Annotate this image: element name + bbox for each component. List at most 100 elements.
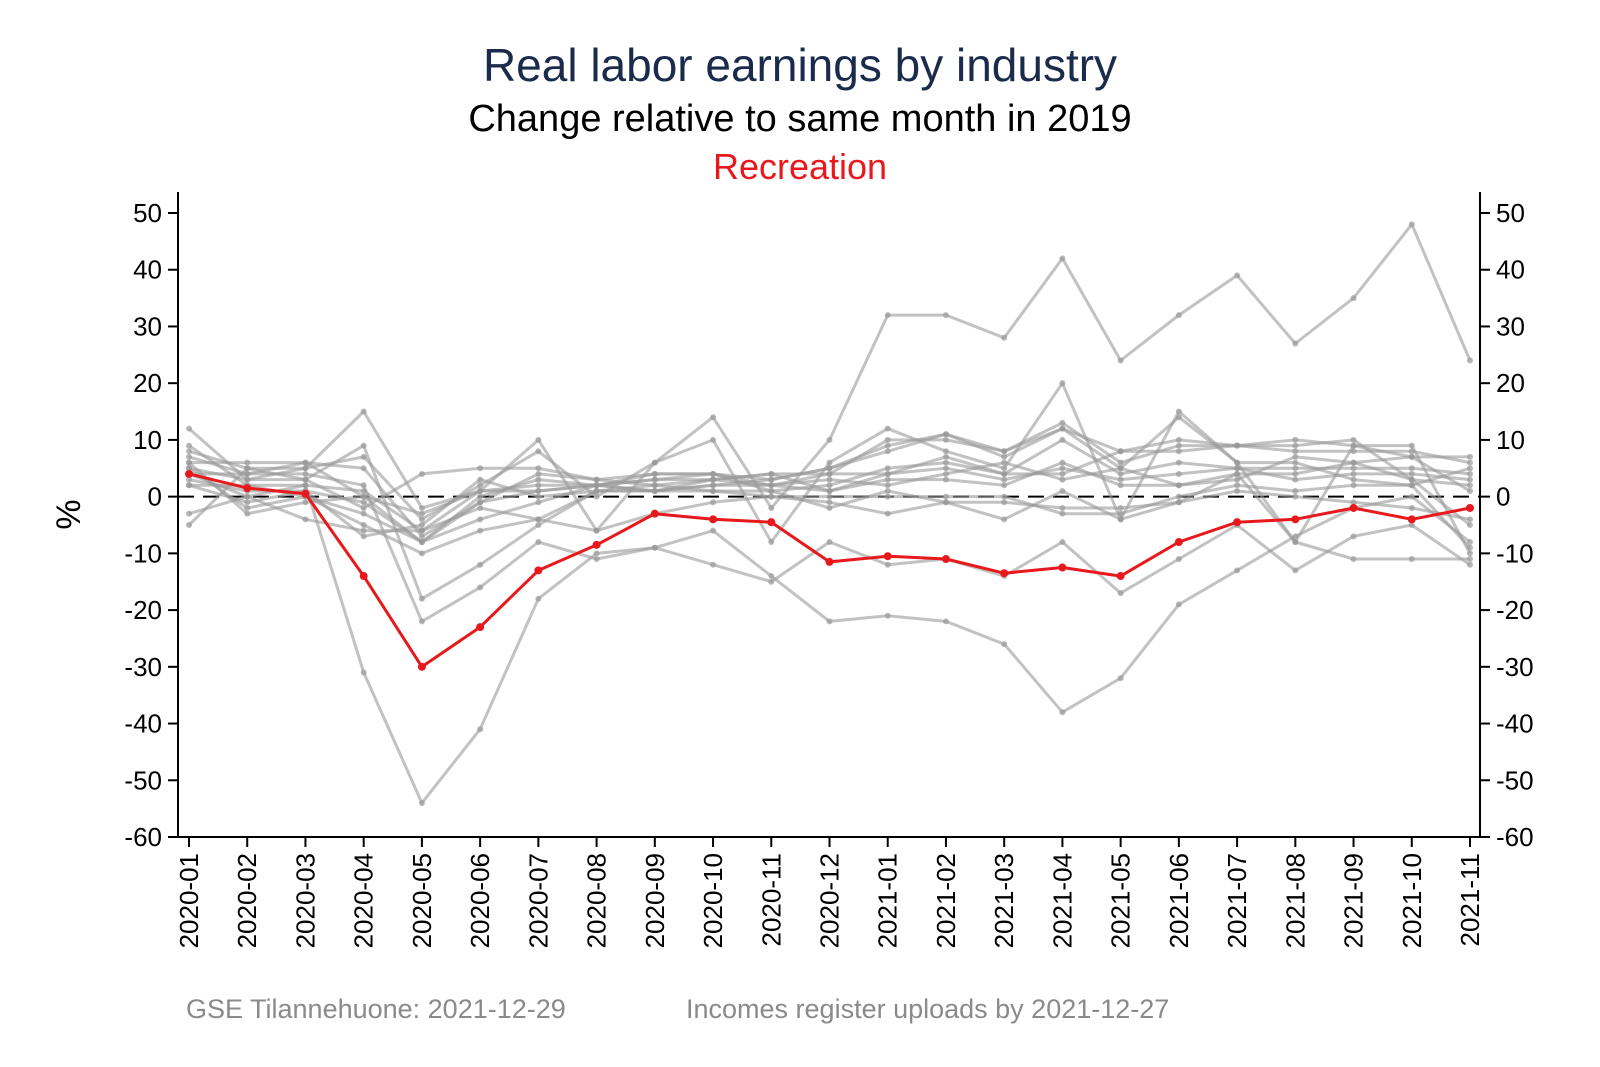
x-tick-label: 2020-11 (756, 853, 786, 947)
background-series (186, 221, 1473, 806)
background-series-point (884, 448, 891, 455)
background-series-point (1467, 544, 1473, 551)
background-series-point (1175, 448, 1182, 455)
background-series-point (768, 482, 775, 489)
background-series-point (593, 527, 600, 534)
background-series-point (1467, 550, 1473, 557)
background-series-point (244, 493, 251, 500)
background-series-point (1175, 499, 1182, 506)
highlight-series-point (359, 572, 368, 581)
x-tick-label: 2021-03 (989, 853, 1019, 948)
chart-title: Real labor earnings by industry (482, 39, 1118, 91)
background-series-point (884, 476, 891, 483)
y-tick-label-right: 40 (1496, 255, 1525, 285)
background-series-point (1408, 221, 1415, 228)
highlight-series-point (1174, 538, 1183, 547)
background-series-point (1408, 476, 1415, 483)
background-series-point (186, 453, 192, 460)
background-series-point (1292, 470, 1299, 477)
background-series-point (477, 726, 484, 733)
background-series-point (884, 470, 891, 477)
x-tick-label: 2021-04 (1047, 853, 1077, 948)
background-series-point (1001, 465, 1008, 472)
background-series-point (942, 493, 949, 500)
background-series-point (1117, 470, 1124, 477)
background-series-point (768, 539, 775, 546)
background-series-point (1234, 459, 1241, 466)
background-series-point (942, 465, 949, 472)
background-series-point (1467, 561, 1473, 568)
background-series-point (1467, 482, 1473, 489)
background-series-point (1059, 419, 1066, 426)
highlight-series-point (1058, 563, 1067, 572)
background-series-point (884, 487, 891, 494)
background-series-point (651, 476, 658, 483)
background-series-point (884, 465, 891, 472)
background-series-point (1117, 448, 1124, 455)
background-series-point (360, 504, 367, 511)
background-series-point (593, 476, 600, 483)
background-series-point (302, 516, 309, 523)
background-series-point (302, 482, 309, 489)
background-series-point (1350, 556, 1357, 563)
background-series-point (1408, 504, 1415, 511)
background-series-point (1408, 442, 1415, 449)
background-series-point (1292, 539, 1299, 546)
background-series-point (360, 510, 367, 517)
background-series-point (1467, 465, 1473, 472)
y-tick-label-left: -60 (124, 822, 162, 852)
highlight-series-point (825, 557, 834, 566)
background-series-point (942, 476, 949, 483)
background-series-point (477, 482, 484, 489)
background-series-point (360, 453, 367, 460)
background-series-point (1350, 499, 1357, 506)
background-series-point (477, 527, 484, 534)
background-series-point (1175, 601, 1182, 608)
background-series-point (1408, 493, 1415, 500)
background-series-point (477, 465, 484, 472)
x-tick-label: 2020-10 (698, 853, 728, 948)
background-series-point (710, 487, 717, 494)
background-series-point (360, 408, 367, 415)
background-series-point (418, 539, 425, 546)
background-series-point (1001, 493, 1008, 500)
x-tick-label: 2021-08 (1280, 853, 1310, 948)
background-series-point (186, 425, 192, 432)
background-series-point (1117, 482, 1124, 489)
background-series-point (884, 312, 891, 319)
background-series-point (1059, 255, 1066, 262)
background-series-point (418, 595, 425, 602)
background-series-point (535, 595, 542, 602)
background-series-point (1350, 442, 1357, 449)
background-series-point (710, 499, 717, 506)
background-series-point (1059, 459, 1066, 466)
background-series-point (826, 470, 833, 477)
background-series-point (826, 493, 833, 500)
background-series-point (1292, 567, 1299, 574)
background-series-point (942, 312, 949, 319)
background-series-point (1234, 567, 1241, 574)
background-series-point (1059, 510, 1066, 517)
highlight-series-point (1233, 518, 1242, 527)
highlight-series-point (1466, 503, 1474, 512)
background-series-point (186, 442, 192, 449)
background-series-point (1175, 482, 1182, 489)
background-series-point (826, 482, 833, 489)
background-series-point (1117, 510, 1124, 517)
background-series-point (826, 539, 833, 546)
background-series-point (1234, 487, 1241, 494)
footer-source: GSE Tilannehuone: 2021-12-29 (186, 994, 566, 1024)
background-series-point (418, 550, 425, 557)
background-series-point (360, 533, 367, 540)
background-series-point (651, 470, 658, 477)
background-series-point (593, 550, 600, 557)
x-tick-label: 2020-08 (582, 853, 612, 948)
background-series-point (1175, 470, 1182, 477)
y-tick-label-right: 0 (1496, 482, 1510, 512)
y-tick-label-right: 20 (1496, 368, 1525, 398)
background-series-point (1292, 448, 1299, 455)
background-series-point (1350, 465, 1357, 472)
background-series-point (1001, 448, 1008, 455)
